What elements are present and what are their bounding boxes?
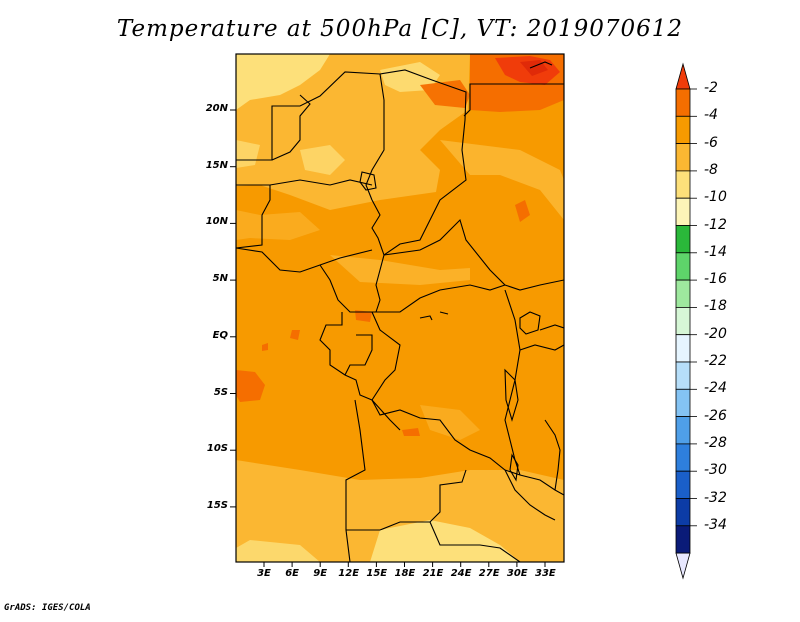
colorbar-label: -6 [704,134,718,151]
colorbar-swatch [675,197,691,226]
colorbar-swatch [675,443,691,472]
lon-tick-label: 9E [313,568,328,579]
colorbar-label: -28 [704,434,727,451]
colorbar-swatch [675,252,691,281]
colorbar-swatch [675,416,691,445]
colorbar-label: -2 [704,80,718,96]
colorbar-swatch [675,306,691,336]
colorbar-swatch [675,525,691,554]
colorbar-swatch [675,470,691,499]
colorbar-label: -18 [704,298,727,315]
colorbar-label: -16 [704,271,727,288]
lat-tick-label: 10N [205,216,228,228]
lon-tick-label: 27E [478,568,500,579]
lat-tick-label: EQ [212,329,228,341]
colorbar-label: -12 [704,216,727,233]
colorbar-swatch [675,498,691,527]
colorbar-swatch [675,88,691,117]
axis-ticks [230,109,546,567]
lat-tick-label: 15N [205,159,228,171]
colorbar-swatch [675,279,691,308]
colorbar-swatch [675,334,691,363]
lat-tick-label: 5S [213,386,228,398]
colorbar-swatch [675,388,691,417]
country-borders [236,69,564,562]
colorbar-label: -4 [704,107,718,124]
colorbar-swatch [675,225,691,254]
colorbar-swatch [675,361,691,390]
colorbar-label: -22 [704,353,727,369]
lon-tick-label: 18E [394,568,416,579]
map-title: Temperature at 500hPa [C], VT: 201907061… [116,16,684,42]
credit-text: GrADS: IGES/COLA [4,603,91,613]
colorbar-label: -30 [704,462,727,479]
lat-tick-label: 15S [206,499,228,511]
lakes-and-coast [359,61,553,482]
colorbar-bottom-arrow [675,552,691,580]
lat-tick-label: 10S [206,443,228,455]
lon-tick-label: 3E [257,568,271,579]
lon-tick-label: 30E [506,568,528,579]
colorbar-swatch [675,115,691,145]
colorbar-label: -8 [704,161,718,178]
colorbar-swatch [675,170,691,199]
lon-tick-label: 6E [285,568,299,579]
colorbar-swatch [675,143,691,172]
temperature-field [236,54,564,562]
lat-tick-label: 5N [212,273,228,285]
lat-tick-label: 20N [205,103,228,114]
colorbar-label: -32 [704,489,727,506]
colorbar-label: -14 [704,243,727,260]
colorbar-label: -34 [704,516,727,533]
map-frame [235,53,565,563]
colorbar [675,62,697,580]
lon-tick-label: 33E [535,568,556,579]
lon-tick-label: 21E [422,568,444,579]
colorbar-label: -24 [704,380,727,397]
colorbar-label: -10 [704,189,727,206]
colorbar-label: -26 [704,407,727,424]
lon-tick-label: 12E [338,568,360,579]
lon-tick-label: 24E [450,568,472,579]
colorbar-top-arrow [675,62,691,90]
colorbar-label: -20 [704,325,727,342]
lon-tick-label: 15E [366,568,388,579]
